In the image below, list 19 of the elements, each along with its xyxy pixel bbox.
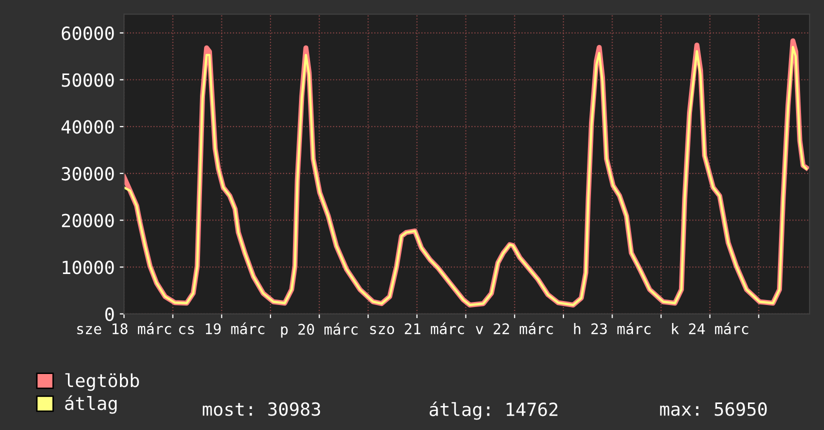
x-tick-label: v 22 márc xyxy=(476,322,553,334)
legend-label: legtöbb xyxy=(65,373,139,391)
x-tick-label: szo 21 márc xyxy=(370,322,464,334)
x-tick-label: p 20 márc xyxy=(281,322,358,338)
y-tick-label: 30000 xyxy=(62,166,114,181)
y-tick-label: 50000 xyxy=(62,73,114,87)
y-tick-label: 60000 xyxy=(62,26,114,40)
x-tick-label: h 23 márc xyxy=(574,322,651,334)
y-tick-label: 40000 xyxy=(62,120,114,134)
text: most: 30983 xyxy=(202,402,320,416)
y-tick-label: 0 xyxy=(105,307,114,322)
legend-label: átlag xyxy=(65,395,117,414)
y-tick-label: 20000 xyxy=(62,214,114,228)
text: átlag: 14762 xyxy=(430,401,558,420)
text: max: 56950 xyxy=(660,402,767,416)
x-tick-label: sze 18 márc xyxy=(77,322,172,334)
x-tick-label: k 24 márc xyxy=(672,322,748,334)
y-tick-label: 10000 xyxy=(62,260,114,274)
x-tick-label: cs 19 márc xyxy=(179,322,264,334)
